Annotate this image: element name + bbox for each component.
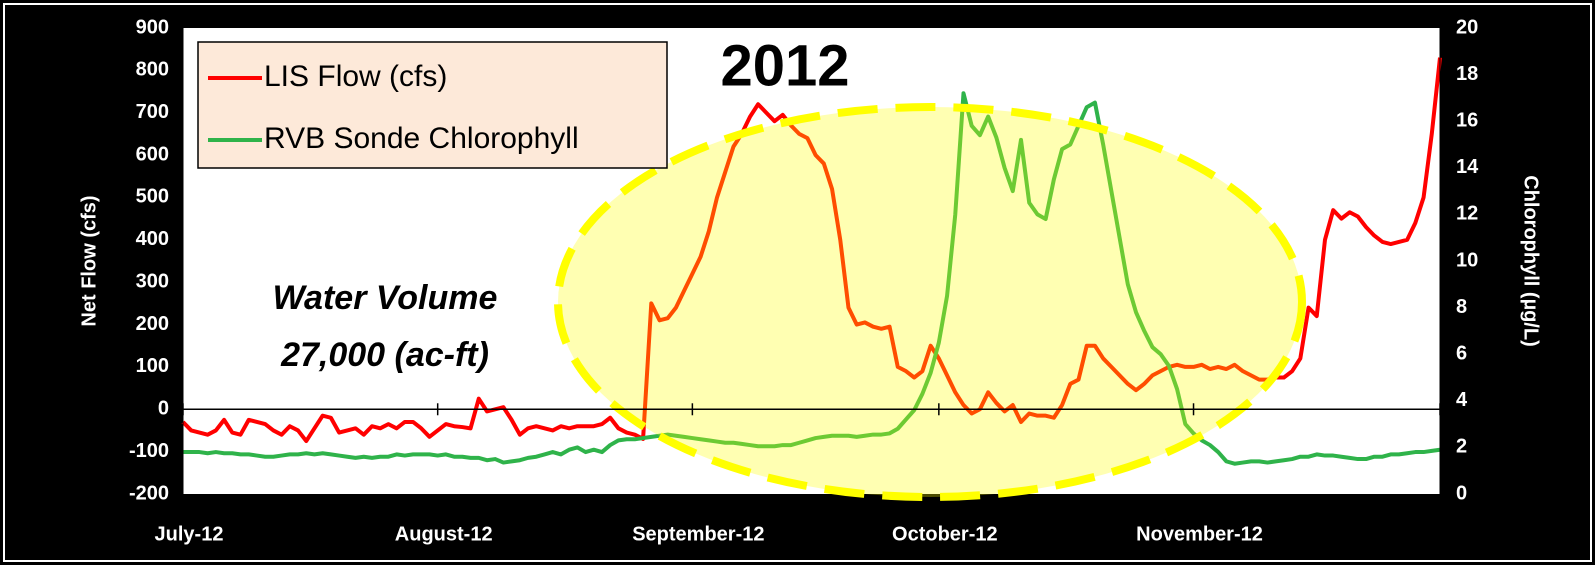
y2-tick-label: 12 [1456, 203, 1478, 225]
legend-label: RVB Sonde Chlorophyll [264, 122, 579, 155]
legend-box [197, 41, 668, 169]
data-line [183, 91, 1441, 466]
y2-tick-label: 6 [1456, 342, 1467, 364]
x-tick-label: July-12 [155, 523, 224, 545]
y2-tick-label: 10 [1456, 249, 1478, 271]
y-tick-label: 400 [136, 228, 169, 250]
y-tick-label: 600 [136, 143, 169, 165]
y-tick-label: 800 [136, 59, 169, 81]
x-tick-label: November-12 [1136, 523, 1263, 545]
y2-tick-label: 14 [1456, 156, 1479, 178]
y2-tick-label: 0 [1456, 482, 1467, 504]
y2-tick-label: 4 [1456, 389, 1468, 411]
x-tick-label: October-12 [892, 523, 998, 545]
annotation: 27,000 (ac-ft) [280, 336, 489, 374]
y2-tick-label: 8 [1456, 296, 1467, 318]
y-tick-label: 700 [136, 101, 169, 123]
chart-title: 2012 [720, 33, 849, 98]
y-tick-label: 500 [136, 186, 169, 208]
y-tick-label: 0 [158, 398, 169, 420]
x-tick-label: August-12 [395, 523, 493, 545]
annotation: Water Volume [273, 279, 498, 317]
y-tick-label: 200 [136, 313, 169, 335]
y2-tick-label: 18 [1456, 63, 1478, 85]
y-axis-label: Net Flow (cfs) [78, 195, 100, 326]
y2-tick-label: 16 [1456, 109, 1478, 131]
y-tick-label: -200 [129, 482, 169, 504]
x-tick-label: September-12 [632, 523, 764, 545]
y2-tick-label: 2 [1456, 436, 1467, 458]
y2-tick-label: 20 [1456, 16, 1478, 38]
legend-label: LIS Flow (cfs) [264, 60, 447, 93]
y-tick-label: 100 [136, 355, 169, 377]
data-line [181, 57, 1442, 444]
series-layer [181, 57, 1442, 466]
y-tick-label: -100 [129, 440, 169, 462]
highlight-ellipse [554, 103, 1306, 501]
y-tick-label: 900 [136, 16, 169, 38]
y-tick-label: 300 [136, 270, 169, 292]
y2-axis-label: Chlorophyll (µg/L) [1520, 175, 1542, 347]
